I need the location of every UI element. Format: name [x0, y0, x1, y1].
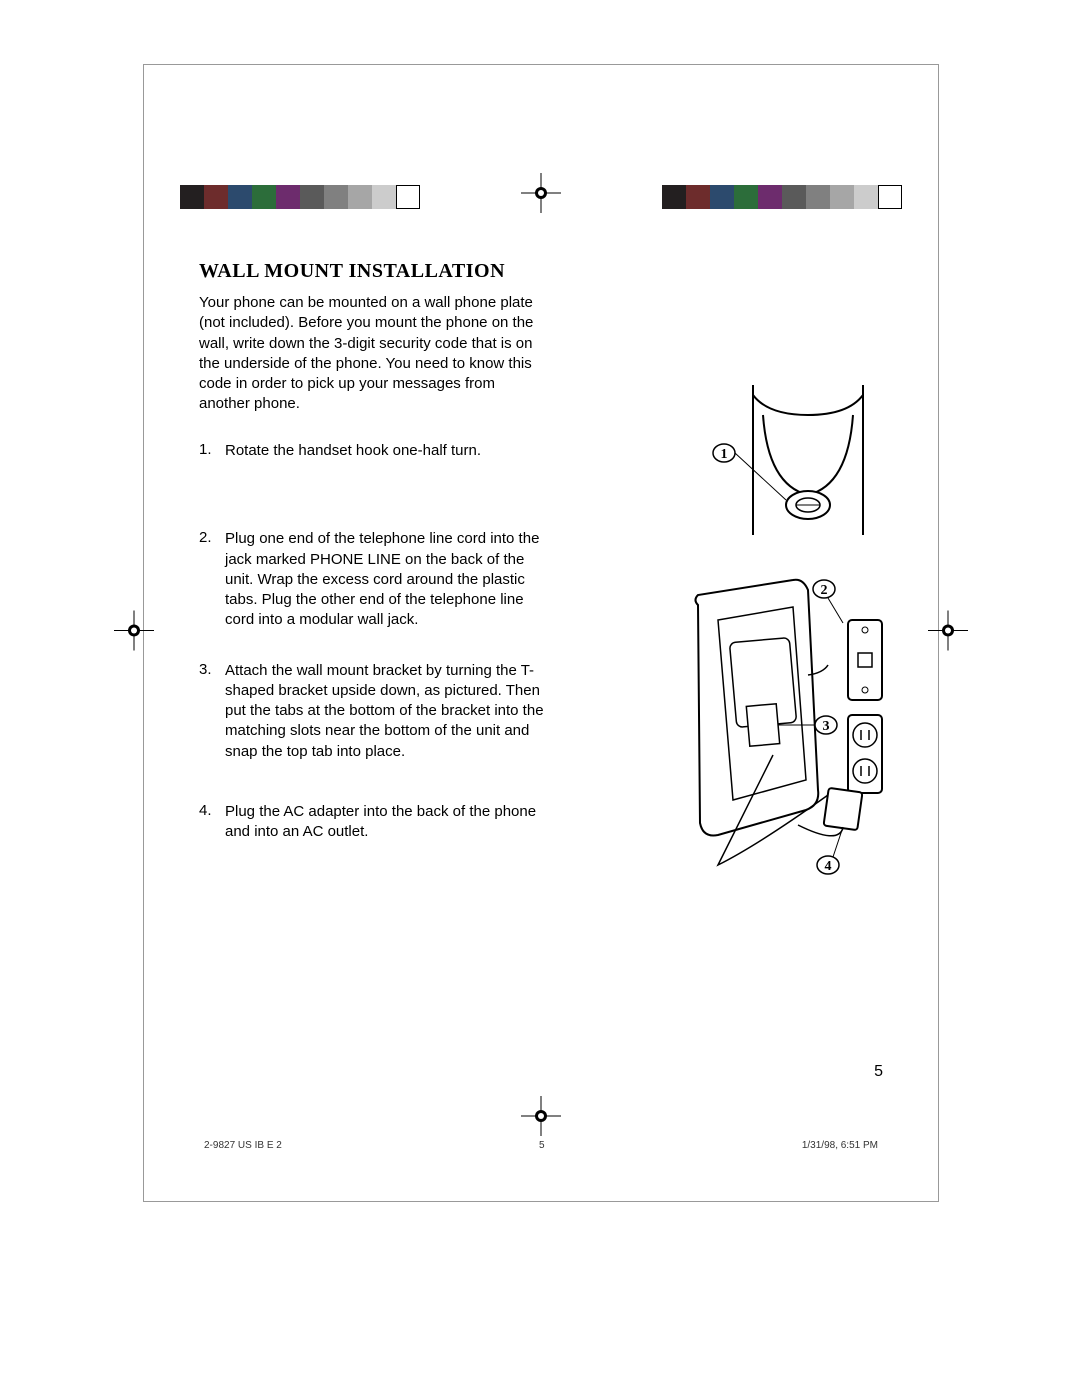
- step-item: 2. Plug one end of the telephone line co…: [199, 529, 554, 630]
- footer-page: 5: [539, 1140, 545, 1151]
- intro-paragraph: Your phone can be mounted on a wall phon…: [199, 293, 539, 415]
- footer-timestamp: 1/31/98, 6:51 PM: [802, 1140, 878, 1151]
- callout-label: 1: [721, 447, 728, 462]
- step-text: Attach the wall mount bracket by turning…: [225, 661, 554, 762]
- callout-label: 3: [823, 719, 830, 734]
- step-list: 1. Rotate the handset hook one-half turn…: [199, 441, 554, 910]
- step-item: 3. Attach the wall mount bracket by turn…: [199, 661, 554, 762]
- callout-label: 2: [821, 583, 828, 598]
- registration-target-icon: [114, 611, 154, 656]
- registration-bar-right: [662, 185, 902, 209]
- registration-target-icon: [521, 173, 561, 218]
- step-item: 4. Plug the AC adapter into the back of …: [199, 802, 554, 843]
- figure-wall-mount: 2 3 4: [678, 565, 898, 895]
- registration-target-icon: [928, 611, 968, 656]
- page-number: 5: [874, 1063, 883, 1081]
- manual-page: WALL MOUNT INSTALLATION Your phone can b…: [143, 64, 939, 1202]
- step-text: Plug the AC adapter into the back of the…: [225, 802, 554, 843]
- registration-bar-left: [180, 185, 420, 209]
- step-number: 1.: [199, 441, 225, 461]
- section-heading: WALL MOUNT INSTALLATION: [199, 260, 505, 283]
- figure-handset-hook: 1: [708, 385, 883, 545]
- step-number: 2.: [199, 529, 225, 630]
- step-text: Rotate the handset hook one-half turn.: [225, 441, 554, 461]
- callout-label: 4: [825, 859, 832, 874]
- step-item: 1. Rotate the handset hook one-half turn…: [199, 441, 554, 461]
- footer-doc-id: 2-9827 US IB E 2: [204, 1140, 282, 1151]
- step-number: 3.: [199, 661, 225, 762]
- step-text: Plug one end of the telephone line cord …: [225, 529, 554, 630]
- footer: 2-9827 US IB E 2 5 1/31/98, 6:51 PM: [144, 1140, 938, 1151]
- step-number: 4.: [199, 802, 225, 843]
- registration-target-icon: [521, 1096, 561, 1141]
